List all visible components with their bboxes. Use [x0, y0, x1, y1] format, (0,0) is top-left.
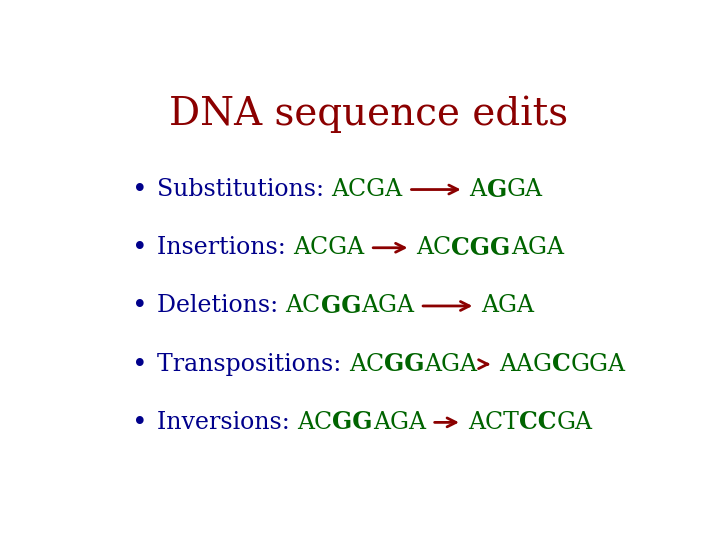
- Text: C: C: [552, 352, 571, 376]
- Text: •: •: [132, 177, 148, 202]
- Text: G: G: [487, 178, 507, 201]
- Text: AC: AC: [348, 353, 384, 376]
- Text: CGG: CGG: [451, 236, 510, 260]
- Text: AAG: AAG: [500, 353, 552, 376]
- Text: GG: GG: [320, 294, 361, 318]
- Text: Deletions:: Deletions:: [157, 294, 286, 318]
- Text: •: •: [132, 293, 148, 319]
- Text: GGA: GGA: [571, 353, 626, 376]
- Text: AC: AC: [416, 237, 451, 259]
- Text: A: A: [469, 178, 487, 201]
- Text: AC: AC: [286, 294, 320, 318]
- Text: GA: GA: [507, 178, 543, 201]
- Text: GG: GG: [384, 352, 424, 376]
- Text: AGA: AGA: [373, 411, 426, 434]
- Text: AGA: AGA: [424, 353, 477, 376]
- Text: AGA: AGA: [361, 294, 414, 318]
- Text: ACT: ACT: [468, 411, 518, 434]
- Text: CC: CC: [518, 410, 557, 434]
- Text: Inversions:: Inversions:: [157, 411, 297, 434]
- Text: •: •: [132, 235, 148, 260]
- Text: Substitutions:: Substitutions:: [157, 178, 331, 201]
- Text: AGA: AGA: [510, 237, 564, 259]
- Text: GA: GA: [557, 411, 593, 434]
- Text: DNA sequence edits: DNA sequence edits: [169, 96, 569, 133]
- Text: •: •: [132, 352, 148, 377]
- Text: ACGA: ACGA: [331, 178, 402, 201]
- Text: AGA: AGA: [481, 294, 534, 318]
- Text: Transpositions:: Transpositions:: [157, 353, 348, 376]
- Text: •: •: [132, 410, 148, 435]
- Text: GG: GG: [333, 410, 373, 434]
- Text: AC: AC: [297, 411, 333, 434]
- Text: Insertions:: Insertions:: [157, 237, 293, 259]
- Text: ACGA: ACGA: [293, 237, 364, 259]
